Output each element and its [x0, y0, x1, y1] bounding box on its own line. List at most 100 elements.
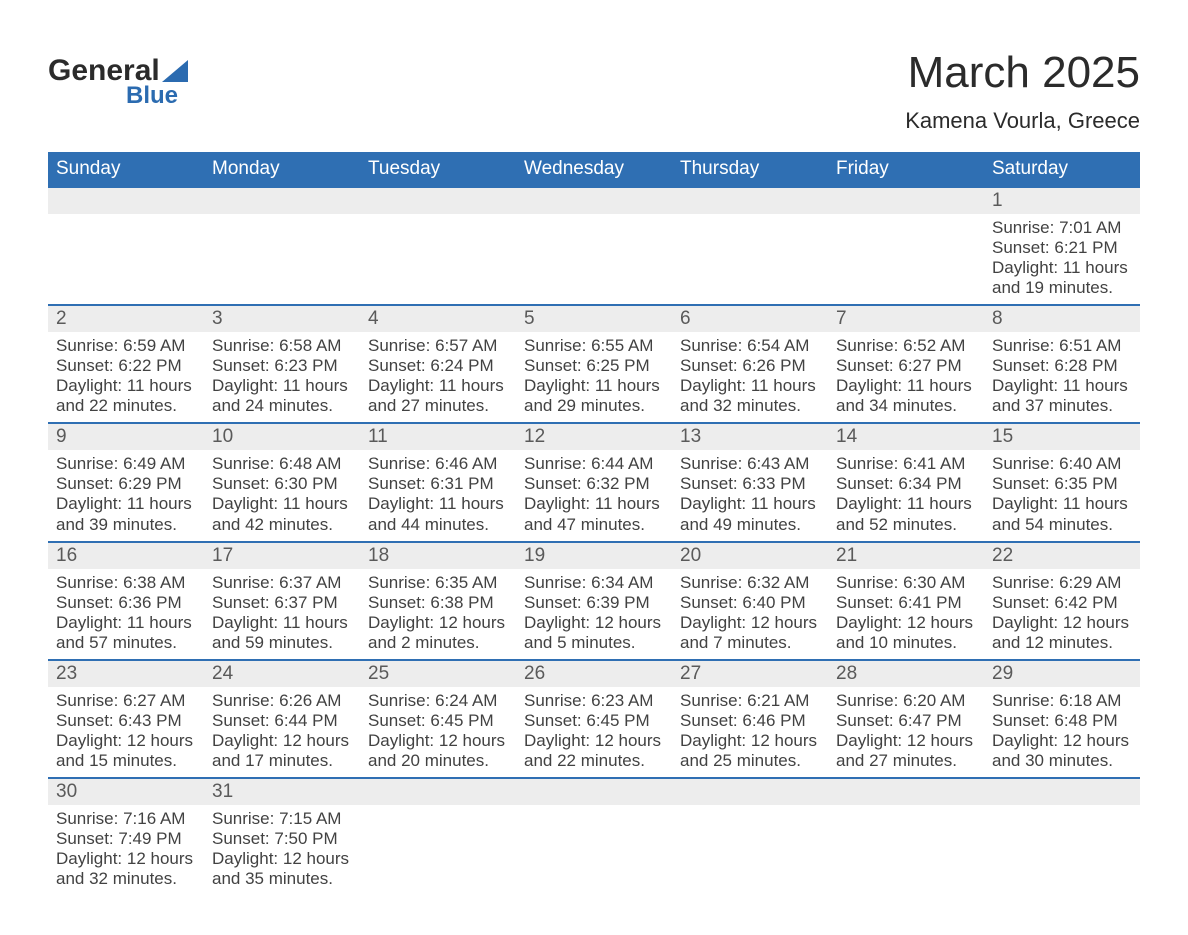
sunrise-line: Sunrise: 6:59 AM	[56, 336, 196, 356]
sunrise-line: Sunrise: 6:30 AM	[836, 573, 976, 593]
day-number: 11	[360, 424, 516, 450]
sunrise-line: Sunrise: 7:01 AM	[992, 218, 1132, 238]
daylight-line: Daylight: 11 hours and 52 minutes.	[836, 494, 976, 534]
day-number: 31	[204, 779, 360, 805]
sunrise-line: Sunrise: 6:57 AM	[368, 336, 508, 356]
daylight-line: Daylight: 12 hours and 32 minutes.	[56, 849, 196, 889]
day-cell: Sunrise: 6:59 AMSunset: 6:22 PMDaylight:…	[48, 332, 204, 422]
day-number: 14	[828, 424, 984, 450]
day-number: 24	[204, 661, 360, 687]
calendar-week: 3031Sunrise: 7:16 AMSunset: 7:49 PMDayli…	[48, 777, 1140, 895]
sunrise-line: Sunrise: 6:52 AM	[836, 336, 976, 356]
day-cell: Sunrise: 6:48 AMSunset: 6:30 PMDaylight:…	[204, 450, 360, 540]
day-cell: Sunrise: 6:23 AMSunset: 6:45 PMDaylight:…	[516, 687, 672, 777]
sunrise-line: Sunrise: 6:51 AM	[992, 336, 1132, 356]
sunrise-line: Sunrise: 6:58 AM	[212, 336, 352, 356]
day-number: 29	[984, 661, 1140, 687]
daylight-line: Daylight: 11 hours and 39 minutes.	[56, 494, 196, 534]
day-number: 25	[360, 661, 516, 687]
daynum-strip: 2345678	[48, 306, 1140, 332]
title-block: March 2025 Kamena Vourla, Greece	[905, 48, 1140, 134]
sunrise-line: Sunrise: 6:37 AM	[212, 573, 352, 593]
header: General Blue March 2025 Kamena Vourla, G…	[48, 48, 1140, 134]
day-cell: Sunrise: 6:34 AMSunset: 6:39 PMDaylight:…	[516, 569, 672, 659]
daylight-line: Daylight: 11 hours and 54 minutes.	[992, 494, 1132, 534]
day-number	[516, 779, 672, 805]
day-cell: Sunrise: 6:32 AMSunset: 6:40 PMDaylight:…	[672, 569, 828, 659]
daylight-line: Daylight: 12 hours and 20 minutes.	[368, 731, 508, 771]
sunrise-line: Sunrise: 6:46 AM	[368, 454, 508, 474]
daylight-line: Daylight: 12 hours and 7 minutes.	[680, 613, 820, 653]
day-number: 10	[204, 424, 360, 450]
day-number: 22	[984, 543, 1140, 569]
daylight-line: Daylight: 11 hours and 44 minutes.	[368, 494, 508, 534]
day-cell	[360, 805, 516, 895]
sunrise-line: Sunrise: 6:24 AM	[368, 691, 508, 711]
sunset-line: Sunset: 6:26 PM	[680, 356, 820, 376]
brand-name: General	[48, 56, 188, 86]
daylight-line: Daylight: 11 hours and 57 minutes.	[56, 613, 196, 653]
daylight-line: Daylight: 11 hours and 59 minutes.	[212, 613, 352, 653]
sunset-line: Sunset: 6:33 PM	[680, 474, 820, 494]
day-cell	[984, 805, 1140, 895]
sunrise-line: Sunrise: 6:48 AM	[212, 454, 352, 474]
calendar-week: 1Sunrise: 7:01 AMSunset: 6:21 PMDaylight…	[48, 188, 1140, 304]
day-cell: Sunrise: 6:58 AMSunset: 6:23 PMDaylight:…	[204, 332, 360, 422]
day-number: 4	[360, 306, 516, 332]
day-number: 9	[48, 424, 204, 450]
day-number	[48, 188, 204, 214]
day-number: 5	[516, 306, 672, 332]
daylight-line: Daylight: 11 hours and 24 minutes.	[212, 376, 352, 416]
day-cell: Sunrise: 6:43 AMSunset: 6:33 PMDaylight:…	[672, 450, 828, 540]
daylight-line: Daylight: 11 hours and 27 minutes.	[368, 376, 508, 416]
daynum-strip: 16171819202122	[48, 543, 1140, 569]
day-number: 8	[984, 306, 1140, 332]
weekday-header-row: Sunday Monday Tuesday Wednesday Thursday…	[48, 152, 1140, 188]
day-number	[204, 188, 360, 214]
sunrise-line: Sunrise: 6:20 AM	[836, 691, 976, 711]
day-number	[984, 779, 1140, 805]
day-number: 26	[516, 661, 672, 687]
day-number: 28	[828, 661, 984, 687]
day-cell: Sunrise: 6:21 AMSunset: 6:46 PMDaylight:…	[672, 687, 828, 777]
calendar-week: 2345678Sunrise: 6:59 AMSunset: 6:22 PMDa…	[48, 304, 1140, 422]
daylight-line: Daylight: 11 hours and 19 minutes.	[992, 258, 1132, 298]
day-cell: Sunrise: 6:51 AMSunset: 6:28 PMDaylight:…	[984, 332, 1140, 422]
sunrise-line: Sunrise: 6:27 AM	[56, 691, 196, 711]
daynum-strip: 9101112131415	[48, 424, 1140, 450]
sunrise-line: Sunrise: 7:16 AM	[56, 809, 196, 829]
sunrise-line: Sunrise: 6:43 AM	[680, 454, 820, 474]
day-number: 19	[516, 543, 672, 569]
weekday-header: Saturday	[984, 152, 1140, 188]
day-cell: Sunrise: 6:41 AMSunset: 6:34 PMDaylight:…	[828, 450, 984, 540]
sunset-line: Sunset: 6:44 PM	[212, 711, 352, 731]
day-number: 12	[516, 424, 672, 450]
daylight-line: Daylight: 11 hours and 29 minutes.	[524, 376, 664, 416]
sunset-line: Sunset: 7:50 PM	[212, 829, 352, 849]
daylight-line: Daylight: 11 hours and 47 minutes.	[524, 494, 664, 534]
sunset-line: Sunset: 6:32 PM	[524, 474, 664, 494]
day-number: 3	[204, 306, 360, 332]
sunrise-line: Sunrise: 6:29 AM	[992, 573, 1132, 593]
day-number	[828, 779, 984, 805]
daylight-line: Daylight: 12 hours and 15 minutes.	[56, 731, 196, 771]
day-cell: Sunrise: 6:57 AMSunset: 6:24 PMDaylight:…	[360, 332, 516, 422]
day-cell: Sunrise: 7:01 AMSunset: 6:21 PMDaylight:…	[984, 214, 1140, 304]
sunset-line: Sunset: 6:31 PM	[368, 474, 508, 494]
calendar-week: 23242526272829 Sunrise: 6:27 AM Sunset: 6:…	[48, 659, 1140, 777]
day-cell: Sunrise: 6:20 AMSunset: 6:47 PMDaylight:…	[828, 687, 984, 777]
sunset-line: Sunset: 6:23 PM	[212, 356, 352, 376]
day-number	[828, 188, 984, 214]
day-number: 20	[672, 543, 828, 569]
day-cell: Sunrise: 7:15 AMSunset: 7:50 PMDaylight:…	[204, 805, 360, 895]
day-number: 7	[828, 306, 984, 332]
sunset-line: Sunset: 7:49 PM	[56, 829, 196, 849]
day-number	[516, 188, 672, 214]
sunset-line: Sunset: 6:37 PM	[212, 593, 352, 613]
day-number: 17	[204, 543, 360, 569]
sunset-line: Sunset: 6:47 PM	[836, 711, 976, 731]
triangle-icon	[162, 60, 188, 82]
daynum-strip: 23242526272829	[48, 661, 1140, 687]
sunset-line: Sunset: 6:34 PM	[836, 474, 976, 494]
weekday-header: Thursday	[672, 152, 828, 188]
